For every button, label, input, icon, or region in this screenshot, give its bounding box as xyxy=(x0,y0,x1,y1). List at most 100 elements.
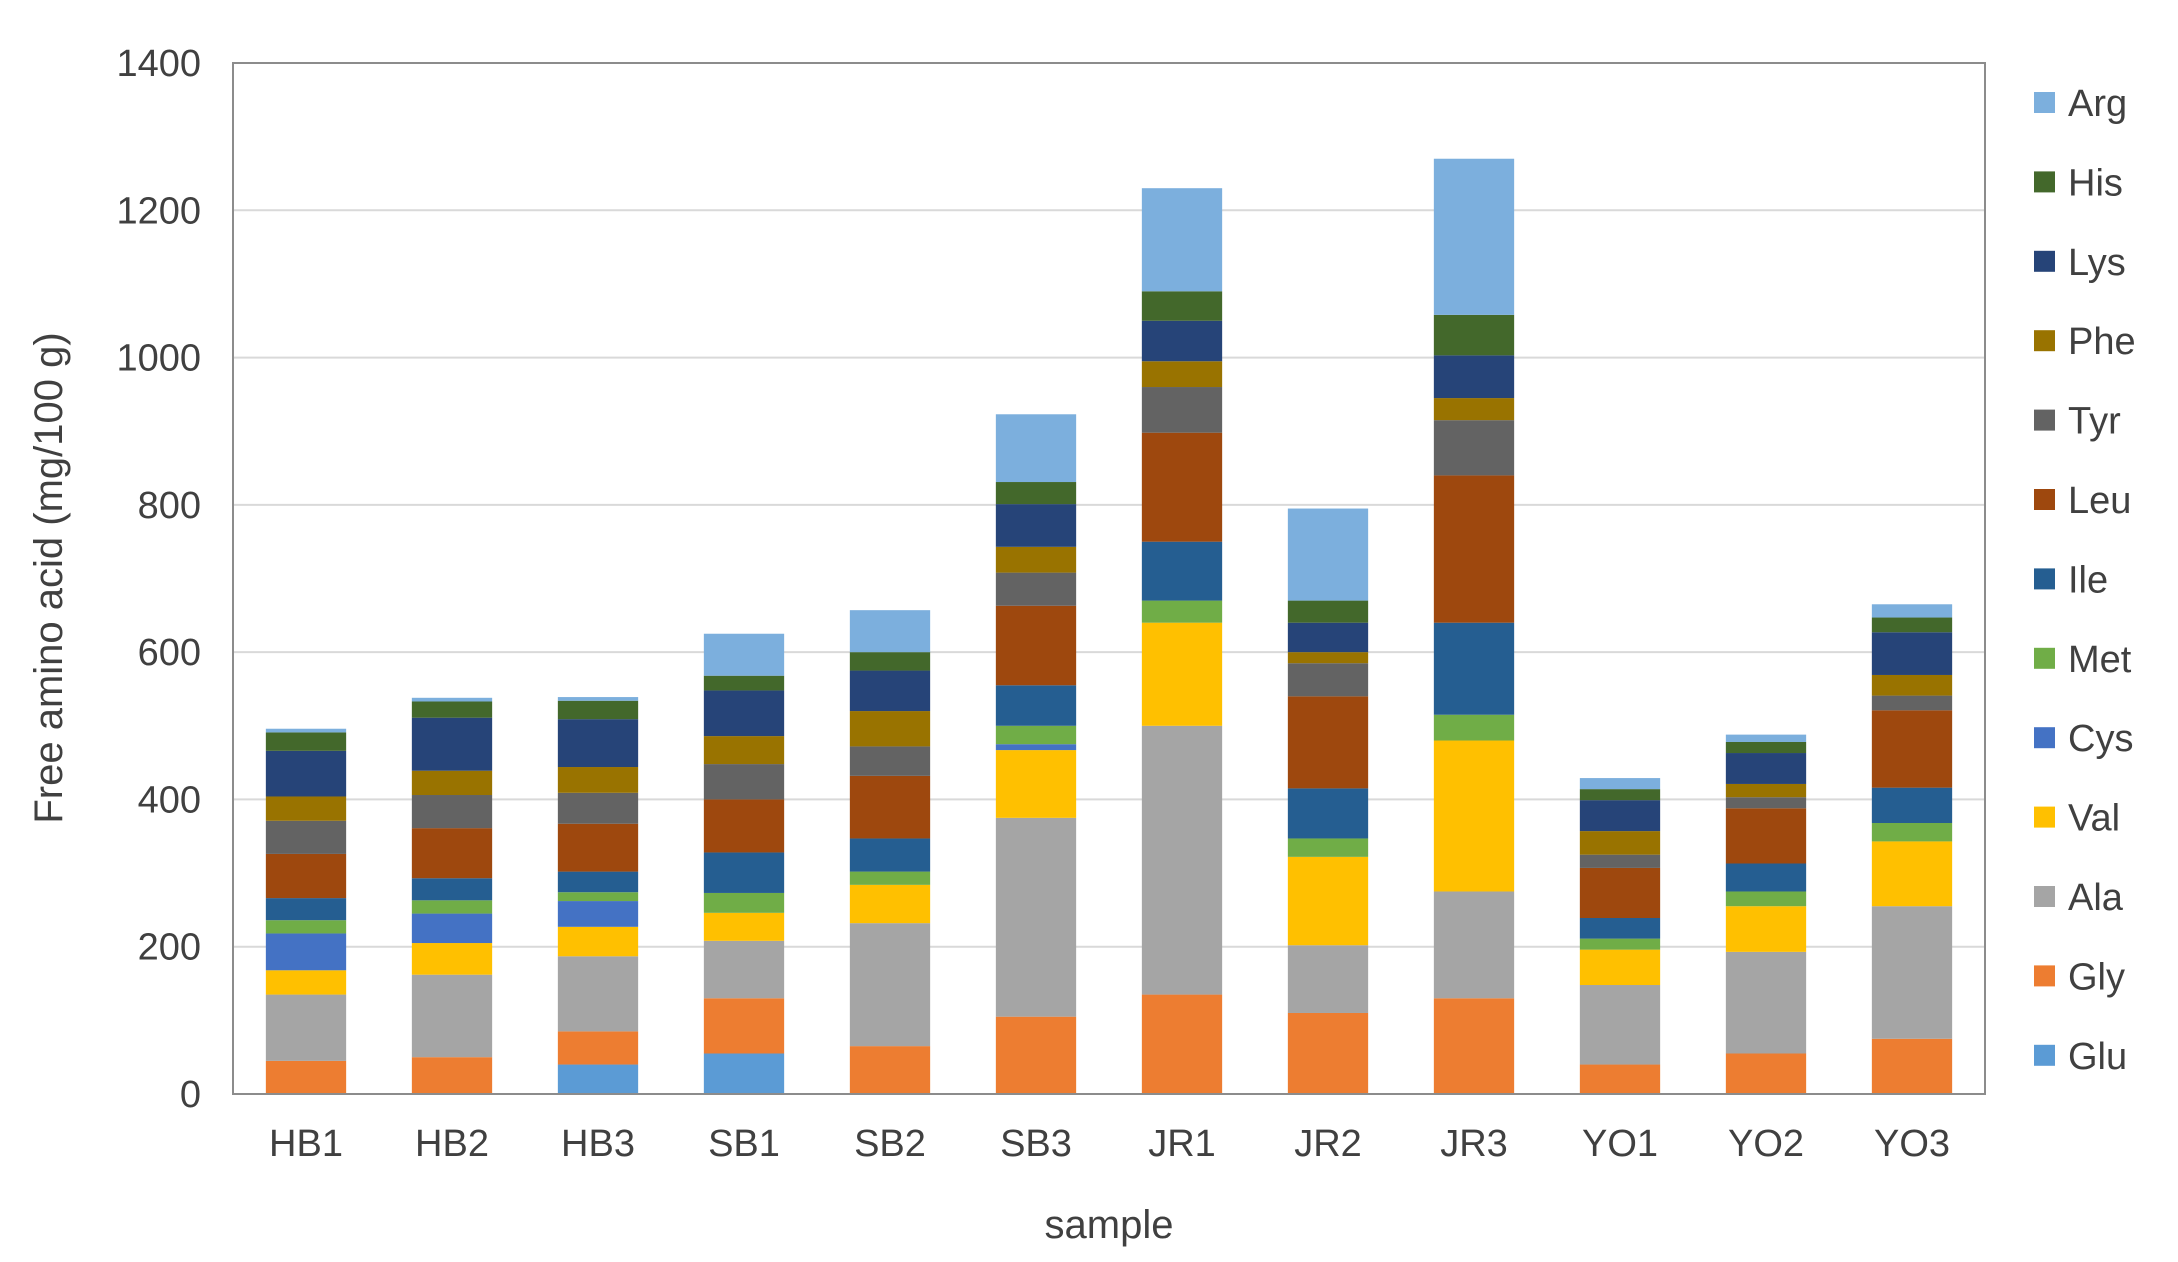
x-tick-label: YO3 xyxy=(1874,1123,1950,1165)
bar-segment-gly xyxy=(265,1060,347,1094)
bar-segment-arg xyxy=(1433,158,1515,315)
bar-segment-his xyxy=(1433,314,1515,356)
legend-swatch xyxy=(2034,92,2055,113)
bar-segment-gly xyxy=(411,1057,493,1094)
bar-segment-met xyxy=(1141,600,1223,623)
bar-segment-arg xyxy=(1725,734,1807,742)
bar-segment-lys xyxy=(1141,320,1223,362)
bar-segment-ala xyxy=(1871,906,1953,1039)
bar-segment-ala xyxy=(265,994,347,1061)
bar-segment-ile xyxy=(411,878,493,901)
bar-segment-his xyxy=(1287,600,1369,623)
bar-segment-leu xyxy=(703,799,785,853)
legend-item-gly: Gly xyxy=(2034,956,2125,998)
y-tick-label: 200 xyxy=(138,927,201,969)
bar-segment-ile xyxy=(557,871,639,893)
bar-stack-jr1 xyxy=(1141,188,1223,1094)
legend-label: Lys xyxy=(2068,242,2126,284)
bar-segment-his xyxy=(1141,291,1223,321)
x-tick-label: HB2 xyxy=(415,1123,489,1165)
bar-segment-ala xyxy=(1579,985,1661,1065)
bar-segment-val xyxy=(1287,856,1369,946)
x-axis-ticks: HB1 HB2 HB3 SB1 SB2 SB3 JR1 JR2 JR3 YO1 YO2 YO3 xyxy=(269,1123,1950,1165)
bar-segment-lys xyxy=(265,750,347,797)
legend-item-tyr: Tyr xyxy=(2034,401,2121,443)
bar-stack-sb3 xyxy=(995,414,1077,1094)
bar-segment-ile xyxy=(1871,787,1953,823)
bar-segment-val xyxy=(1871,841,1953,907)
x-tick-label: SB2 xyxy=(854,1123,926,1165)
legend-swatch xyxy=(2034,409,2055,431)
legend-label: Phe xyxy=(2068,321,2136,363)
bar-segment-val xyxy=(1579,949,1661,986)
bar-segment-phe xyxy=(411,770,493,796)
bar-segment-phe xyxy=(1433,398,1515,421)
legend-swatch xyxy=(2034,886,2055,907)
legend-item-his: His xyxy=(2034,162,2123,204)
bar-segment-his xyxy=(995,482,1077,505)
bar-segment-his xyxy=(265,732,347,751)
bar-segment-val xyxy=(265,970,347,995)
bar-segment-val xyxy=(703,912,785,941)
bar-stack-sb1 xyxy=(703,633,785,1094)
bar-segment-val xyxy=(1141,622,1223,726)
bar-segment-val xyxy=(995,750,1077,818)
bar-segment-met xyxy=(265,920,347,934)
bar-segment-phe xyxy=(265,796,347,821)
bar-segment-met xyxy=(1433,714,1515,741)
bar-segment-leu xyxy=(1871,710,1953,788)
bar-segment-lys xyxy=(1433,355,1515,399)
y-axis-ticks: 0 200 400 600 800 1000 1200 1400 xyxy=(116,43,201,1116)
bar-segment-ala xyxy=(849,923,931,1047)
legend-item-glu: Glu xyxy=(2034,1036,2127,1078)
legend-item-val: Val xyxy=(2034,798,2120,840)
bar-segment-tyr xyxy=(1433,420,1515,476)
bar-segment-leu xyxy=(1287,696,1369,789)
bar-segment-leu xyxy=(995,605,1077,686)
bar-segment-tyr xyxy=(995,572,1077,606)
bar-segment-arg xyxy=(849,610,931,653)
bar-segment-leu xyxy=(1725,808,1807,864)
legend-swatch xyxy=(2034,568,2055,590)
bar-stack-yo3 xyxy=(1871,604,1953,1094)
legend-label: Arg xyxy=(2068,83,2127,125)
bar-segment-his xyxy=(1725,741,1807,754)
bar-segment-arg xyxy=(1579,778,1661,790)
bar-segment-ala xyxy=(1433,891,1515,999)
bar-segment-his xyxy=(557,700,639,720)
x-axis-title: sample xyxy=(1045,1203,1174,1247)
legend-item-leu: Leu xyxy=(2034,480,2131,522)
bar-segment-ala xyxy=(1287,945,1369,1013)
bar-segment-lys xyxy=(557,719,639,768)
bar-segment-tyr xyxy=(1579,854,1661,868)
bar-segment-tyr xyxy=(703,764,785,800)
legend-swatch xyxy=(2034,806,2055,828)
bar-segment-ile xyxy=(1433,622,1515,715)
bar-stack-yo2 xyxy=(1725,734,1807,1094)
bar-segment-arg xyxy=(1141,188,1223,292)
bar-segment-tyr xyxy=(1287,663,1369,697)
bar-segment-phe xyxy=(849,711,931,747)
legend-swatch xyxy=(2034,727,2055,749)
x-tick-label: HB3 xyxy=(561,1123,635,1165)
bar-segment-gly xyxy=(1871,1038,1953,1094)
bar-segment-ala xyxy=(411,974,493,1058)
bar-segment-lys xyxy=(1871,632,1953,675)
bar-stack-sb2 xyxy=(849,610,931,1094)
y-tick-label: 800 xyxy=(138,485,201,527)
bar-segment-gly xyxy=(1433,998,1515,1094)
legend-swatch xyxy=(2034,330,2055,352)
legend-swatch xyxy=(2034,171,2055,193)
bar-segment-ala xyxy=(703,940,785,999)
bar-segment-arg xyxy=(557,697,639,701)
bar-stack-hb1 xyxy=(265,728,347,1094)
bar-segment-lys xyxy=(995,504,1077,547)
bar-segment-tyr xyxy=(1871,695,1953,711)
bar-segment-cys xyxy=(995,744,1077,751)
legend-item-ala: Ala xyxy=(2034,877,2124,919)
x-tick-label: JR3 xyxy=(1440,1123,1508,1165)
legend-item-lys: Lys xyxy=(2034,242,2126,284)
bar-segment-gly xyxy=(1287,1012,1369,1094)
